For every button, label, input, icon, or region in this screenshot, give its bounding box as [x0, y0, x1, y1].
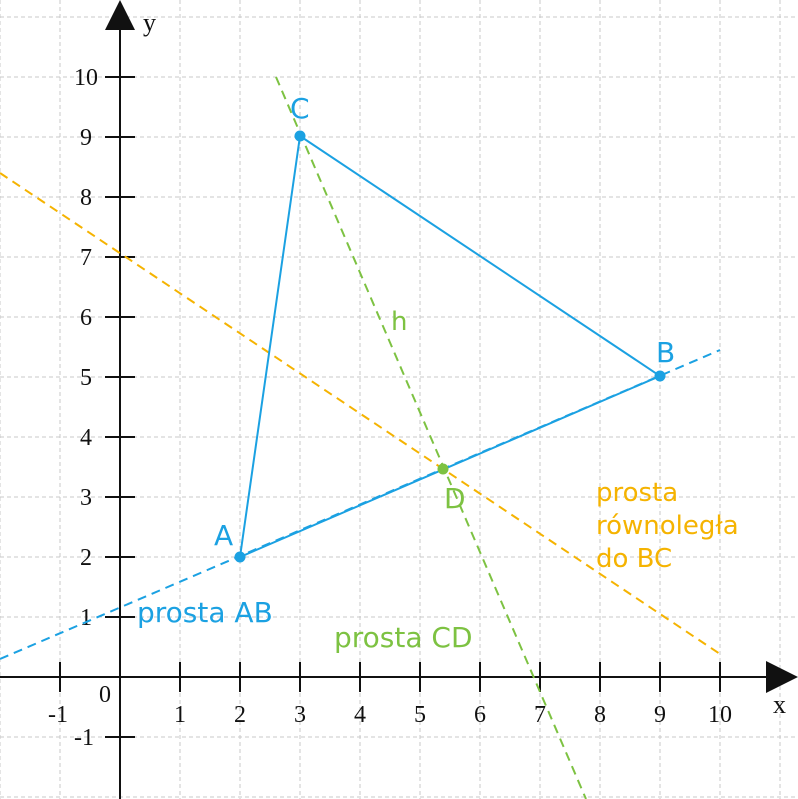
y-tick-label: 9: [80, 125, 92, 151]
point-b-label: B: [656, 336, 675, 369]
y-tick-label: 3: [80, 485, 92, 511]
point-b: [654, 370, 666, 382]
axis-ticks: [59, 76, 721, 738]
parallel-label-line3: do BC: [596, 544, 672, 574]
line-cd-label: prosta CD: [334, 621, 473, 654]
y-tick-label: 1: [80, 605, 92, 631]
x-tick-label: 1: [174, 702, 186, 728]
point-d: [437, 463, 449, 475]
line-h-label: h: [391, 307, 407, 337]
x-tick-labels: -1 1 2 3 4 5 6 7 8 9 10: [48, 702, 732, 728]
origin-label: 0: [99, 682, 111, 708]
parallel-label-line1: prosta: [596, 478, 678, 508]
x-tick-label: -1: [48, 702, 68, 728]
x-tick-label: 10: [708, 702, 732, 728]
y-tick-label: 5: [80, 365, 92, 391]
parallel-label-line2: równoległa: [596, 511, 739, 541]
point-a-label: A: [214, 519, 233, 552]
y-tick-label: -1: [74, 725, 94, 751]
y-tick-label: 4: [80, 425, 92, 451]
x-tick-label: 6: [474, 702, 486, 728]
point-a: [234, 551, 246, 563]
y-tick-label: 7: [80, 245, 92, 271]
y-axis-label: y: [143, 8, 156, 37]
line-parallel-bc: [0, 172, 721, 655]
point-d-label: D: [444, 482, 466, 515]
x-tick-label: 2: [234, 702, 246, 728]
x-tick-label: 9: [654, 702, 666, 728]
y-tick-label: 2: [80, 545, 92, 571]
point-c-label: C: [290, 92, 310, 125]
y-tick-labels: 10 9 8 7 6 5 4 3 2 1 -1: [74, 65, 98, 751]
x-axis-arrow: [766, 661, 798, 693]
point-c: [294, 130, 306, 142]
line-ab-label: prosta AB: [137, 596, 273, 629]
y-tick-label: 6: [80, 305, 92, 331]
x-tick-label: 3: [294, 702, 306, 728]
y-tick-label: 10: [74, 65, 98, 91]
x-axis-label: x: [773, 690, 786, 719]
x-tick-label: 5: [414, 702, 426, 728]
triangle-abc: [238, 134, 663, 559]
y-axis-arrow: [105, 0, 135, 30]
y-tick-label: 8: [80, 185, 92, 211]
x-tick-label: 4: [354, 702, 366, 728]
x-tick-label: 8: [594, 702, 606, 728]
line-cd: [275, 76, 587, 799]
x-tick-label: 7: [534, 702, 546, 728]
